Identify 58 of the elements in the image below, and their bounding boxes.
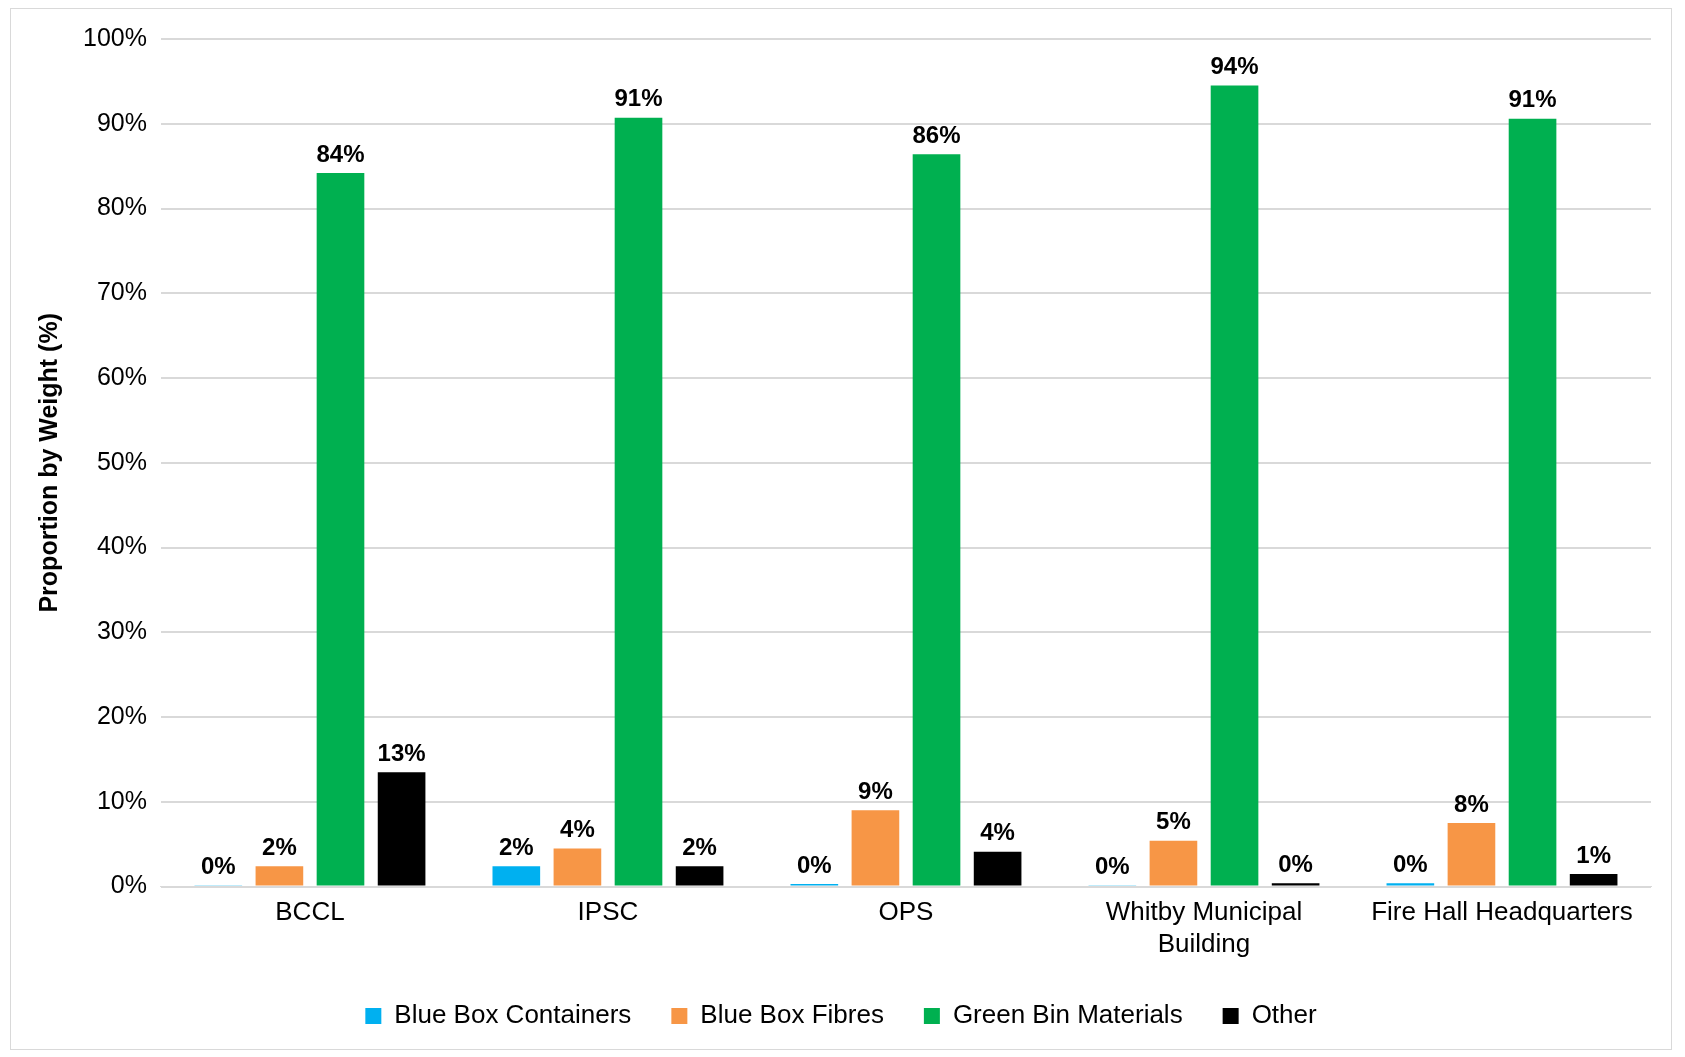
y-tick-label: 40%: [96, 531, 147, 560]
data-label: 0%: [1095, 852, 1130, 880]
bar: [1508, 118, 1557, 886]
data-label: 2%: [682, 832, 717, 860]
data-label: 9%: [858, 776, 893, 804]
legend-label: Green Bin Materials: [952, 999, 1183, 1030]
data-label: 4%: [560, 815, 595, 843]
bar: [1447, 823, 1496, 886]
bar: [614, 117, 663, 886]
data-label: 8%: [1454, 789, 1489, 817]
data-label: 86%: [912, 120, 961, 148]
y-tick-label: 10%: [96, 785, 147, 814]
data-label: 0%: [200, 852, 236, 880]
y-tick-label: 30%: [96, 616, 147, 645]
bar: [377, 772, 426, 886]
bar: [1569, 873, 1618, 886]
data-label: 91%: [1508, 85, 1557, 113]
y-tick-label: 100%: [82, 22, 147, 51]
x-tick-label: BCCL: [275, 896, 345, 927]
bar: [1386, 883, 1435, 886]
y-tick-label: 70%: [96, 277, 147, 306]
legend-label: Other: [1251, 999, 1318, 1030]
bar: [1271, 883, 1320, 886]
data-label: 2%: [262, 832, 297, 860]
bar: [255, 866, 304, 886]
bar: [973, 851, 1022, 886]
bar: [492, 866, 541, 886]
data-label: 84%: [316, 139, 365, 167]
bar: [316, 172, 365, 886]
bar: [553, 848, 602, 886]
data-label: 4%: [980, 818, 1015, 846]
x-tick-label: IPSC: [577, 896, 639, 927]
y-tick-label: 80%: [96, 192, 147, 221]
data-label: 91%: [614, 84, 663, 112]
x-tick-label: Whitby Municipal Building: [1105, 896, 1303, 958]
y-tick-label: 0%: [110, 870, 147, 899]
y-tick-label: 60%: [96, 361, 147, 390]
data-label: 2%: [498, 832, 534, 860]
bar: [1149, 840, 1198, 886]
legend-label: Blue Box Containers: [394, 999, 632, 1030]
data-label: 0%: [796, 850, 832, 878]
bar: [912, 154, 961, 886]
data-label: 0%: [1393, 849, 1428, 877]
data-label: 1%: [1576, 840, 1611, 868]
y-tick-label: 20%: [96, 700, 147, 729]
data-label: 5%: [1156, 807, 1191, 835]
y-tick-label: 50%: [96, 446, 147, 475]
y-tick-label: 90%: [96, 107, 147, 136]
y-axis-title: Proportion by Weight (%): [33, 313, 62, 613]
data-label: 0%: [1278, 849, 1313, 877]
data-label: 13%: [377, 738, 426, 766]
x-tick-label: Fire Hall Headquarters: [1371, 896, 1633, 927]
legend-label: Blue Box Fibres: [700, 999, 884, 1030]
data-label: 94%: [1210, 52, 1259, 80]
x-tick-label: OPS: [878, 896, 934, 927]
bar: [675, 866, 724, 886]
bar: [851, 810, 900, 886]
bar: [1210, 85, 1259, 886]
